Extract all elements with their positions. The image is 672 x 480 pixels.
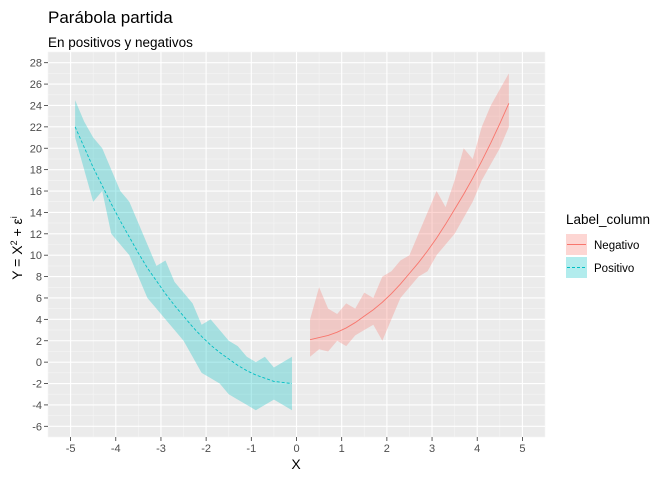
y-tick-label: 16 (30, 186, 42, 198)
x-tick-label: -5 (66, 443, 76, 455)
y-tick-label: 10 (30, 250, 42, 262)
y-tick-label: -2 (32, 379, 42, 391)
grid-layer (47, 51, 546, 438)
x-tick-label: 0 (293, 443, 299, 455)
y-tick-label: 0 (36, 357, 42, 369)
y-axis-title-base: Y = X (9, 245, 25, 280)
y-tick-label: 8 (36, 272, 42, 284)
x-tick-label: 4 (474, 443, 480, 455)
y-axis-title-mid: + ε (9, 218, 25, 240)
x-tick-label: -2 (201, 443, 211, 455)
x-tick-label: -3 (156, 443, 166, 455)
y-tick-label: 28 (30, 58, 42, 70)
line-negativo (309, 103, 510, 341)
y-tick-label: 4 (36, 314, 42, 326)
x-tick-label: -4 (111, 443, 121, 455)
y-tick-label: -4 (32, 400, 42, 412)
legend-label-positivo: Positivo (594, 263, 634, 275)
y-axis-title: Y = X2 + εi (9, 216, 25, 280)
legend: Label_column Negativo Positivo (566, 212, 650, 278)
y-tick-label: 24 (30, 100, 42, 112)
ribbon-negativo (310, 73, 509, 357)
x-axis-title: X (291, 456, 301, 472)
y-tick-label: 22 (30, 122, 42, 134)
chart-title: Parábola partida (48, 8, 173, 27)
x-tick-label: 5 (519, 443, 525, 455)
y-tick-label: 2 (36, 336, 42, 348)
y-axis-title-sup2: i (9, 216, 19, 218)
x-tick-label: 3 (429, 443, 435, 455)
y-tick-label: -6 (32, 421, 42, 433)
ribbon-layer (75, 73, 509, 411)
ribbon-positivo (75, 100, 292, 411)
x-tick-label: 1 (339, 443, 345, 455)
y-tick-label: 12 (30, 229, 42, 241)
y-tick-label: 18 (30, 165, 42, 177)
tick-layer: -5 -4 -3 -2 -1 0 1 2 3 4 5-6-4-2024681012141618202… (30, 58, 526, 455)
line-layer (74, 103, 510, 384)
y-tick-label: 20 (30, 143, 42, 155)
y-tick-label: 26 (30, 79, 42, 91)
x-tick-label: 2 (384, 443, 390, 455)
y-tick-label: 14 (30, 207, 42, 219)
y-axis-title-sup1: 2 (9, 240, 19, 245)
legend-label-negativo: Negativo (594, 240, 639, 252)
y-tick-label: 6 (36, 293, 42, 305)
chart-subtitle: En positivos y negativos (48, 35, 193, 50)
legend-key-positivo (566, 257, 587, 278)
legend-entries: Negativo Positivo (566, 234, 639, 278)
legend-title: Label_column (566, 212, 650, 227)
x-tick-label: -1 (246, 443, 256, 455)
line-positivo (74, 126, 293, 384)
